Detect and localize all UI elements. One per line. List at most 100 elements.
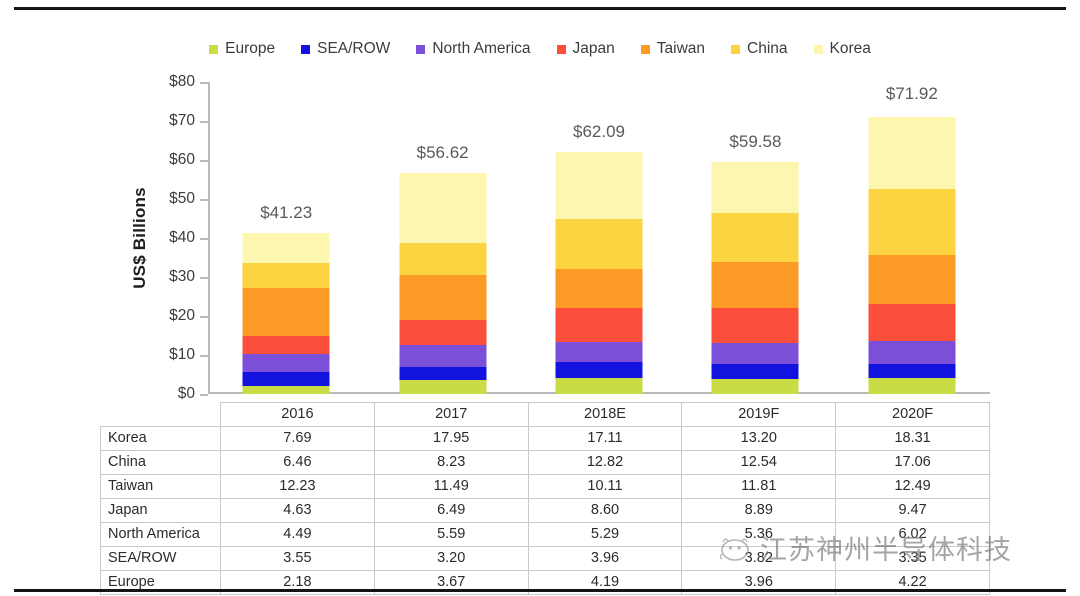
bar-segment-korea[interactable]: [555, 151, 643, 219]
bar-segment-china[interactable]: [868, 188, 956, 256]
bar-segment-korea[interactable]: [868, 117, 956, 189]
bar-segment-japan[interactable]: [242, 336, 330, 355]
table-header-row: 2016 2017 2018E 2019F 2020F: [100, 402, 990, 427]
legend-item-europe[interactable]: Europe: [209, 40, 275, 58]
table-row: Korea 7.69 17.95 17.11 13.20 18.31: [100, 426, 990, 451]
top-divider: [14, 7, 1066, 10]
y-tick-label: $60: [169, 151, 195, 168]
bar-segment-sea-row[interactable]: [399, 367, 487, 380]
bar-segment-europe[interactable]: [711, 378, 799, 394]
bar-column-2016[interactable]: $41.23: [208, 82, 364, 394]
legend-item-label: Korea: [829, 40, 871, 57]
y-tick-label: $30: [169, 268, 195, 285]
legend-swatch-icon: [813, 44, 823, 54]
table-row-header: China: [100, 450, 221, 475]
bar-segment-korea[interactable]: [399, 173, 487, 244]
y-tick-label: $20: [169, 307, 195, 324]
bar-segment-taiwan[interactable]: [242, 288, 330, 337]
bar-column-2017[interactable]: $56.62: [364, 82, 520, 394]
bar-segment-japan[interactable]: [711, 308, 799, 343]
y-tick-label: $40: [169, 229, 195, 246]
legend-item-label: Taiwan: [656, 40, 705, 57]
bar-segment-japan[interactable]: [868, 304, 956, 342]
table-row-header: SEA/ROW: [100, 546, 221, 571]
table-cell: 12.82: [527, 450, 683, 475]
table-cell: 11.49: [373, 474, 529, 499]
bar-segment-north-america[interactable]: [711, 342, 799, 364]
y-tick-label: $50: [169, 190, 195, 207]
table-cell: 13.20: [681, 426, 837, 451]
bar-total-label: $71.92: [885, 83, 938, 103]
bar-column-2019F[interactable]: $59.58: [677, 82, 833, 394]
y-tick-mark: [200, 355, 208, 357]
bar-segment-taiwan[interactable]: [711, 262, 799, 309]
table-row: Taiwan 12.23 11.49 10.11 11.81 12.49: [100, 474, 990, 499]
bar-segment-china[interactable]: [711, 213, 799, 263]
table-cell: 4.49: [220, 522, 375, 547]
bar-segment-europe[interactable]: [868, 377, 956, 394]
data-table-wrapper: 2016 2017 2018E 2019F 2020F Korea 7.69 17.95 17…: [100, 402, 990, 595]
bar-segment-north-america[interactable]: [399, 345, 487, 368]
legend-item-label: North America: [432, 40, 531, 57]
y-axis-title-text: US$ Billions: [130, 187, 149, 289]
bar-segment-taiwan[interactable]: [555, 268, 643, 309]
table-row: China 6.46 8.23 12.82 12.54 17.06: [100, 450, 990, 475]
bar-segment-europe[interactable]: [555, 377, 643, 394]
bar-segment-europe[interactable]: [242, 385, 330, 394]
table-cell: 5.59: [373, 522, 529, 547]
table-cell: 17.95: [373, 426, 529, 451]
bar-segment-korea[interactable]: [242, 233, 330, 264]
bar-segment-korea[interactable]: [711, 161, 799, 214]
bottom-divider: [14, 589, 1066, 592]
table-cell: 12.54: [681, 450, 837, 475]
bar-segment-taiwan[interactable]: [868, 255, 956, 305]
y-tick-mark: [200, 238, 208, 240]
bar-column-2018E[interactable]: $62.09: [521, 82, 677, 394]
bar-segment-china[interactable]: [242, 263, 330, 289]
bar-segment-china[interactable]: [555, 218, 643, 269]
bar-column-2020F[interactable]: $71.92: [834, 82, 990, 394]
table-row: North America 4.49 5.59 5.29 5.36 6.02: [100, 522, 990, 547]
bar-segment-north-america[interactable]: [555, 341, 643, 363]
table-cell: 4.63: [220, 498, 375, 523]
table-cell: 17.06: [835, 450, 990, 475]
table-col-header: 2019F: [681, 402, 837, 427]
chart-area: US$ Billions $80 $70 $60 $50 $40 $30 $20 $10 $0 …: [0, 72, 1080, 404]
table-col-header: 2018E: [527, 402, 683, 427]
y-tick-mark: [200, 199, 208, 201]
bar-segment-sea-row[interactable]: [242, 371, 330, 386]
bar-segment-sea-row[interactable]: [868, 364, 956, 378]
table-cell: 6.49: [373, 498, 529, 523]
table-cell: 12.23: [220, 474, 375, 499]
legend-item-sea-row[interactable]: SEA/ROW: [301, 40, 390, 58]
legend-item-china[interactable]: China: [731, 40, 788, 58]
stacked-bar: [555, 151, 643, 394]
stacked-bar: [242, 233, 330, 394]
table-col-header: 2017: [373, 402, 529, 427]
y-tick-mark: [200, 82, 208, 84]
table-cell: 3.35: [835, 546, 990, 571]
table-row-header: Korea: [100, 426, 221, 451]
bar-segment-japan[interactable]: [399, 320, 487, 346]
table-cell: 8.89: [681, 498, 837, 523]
legend-item-taiwan[interactable]: Taiwan: [640, 40, 705, 58]
legend-item-north-america[interactable]: North America: [416, 40, 531, 58]
y-tick-mark: [200, 160, 208, 162]
bar-segment-sea-row[interactable]: [555, 362, 643, 378]
y-tick-label: $70: [169, 112, 195, 129]
bar-segment-china[interactable]: [399, 243, 487, 276]
bar-segment-taiwan[interactable]: [399, 275, 487, 321]
bar-total-label: $41.23: [260, 203, 313, 223]
legend-item-label: Japan: [572, 40, 615, 57]
bar-segment-north-america[interactable]: [868, 341, 956, 365]
y-tick-label: $10: [169, 346, 195, 363]
legend-item-japan[interactable]: Japan: [556, 40, 615, 58]
bar-segment-sea-row[interactable]: [711, 363, 799, 379]
bar-segment-japan[interactable]: [555, 308, 643, 342]
bar-segment-europe[interactable]: [399, 379, 487, 394]
legend-item-label: China: [747, 40, 788, 57]
legend-item-korea[interactable]: Korea: [813, 40, 871, 58]
legend-swatch-icon: [416, 44, 426, 54]
table-cell: 8.23: [373, 450, 529, 475]
bar-segment-north-america[interactable]: [242, 354, 330, 372]
